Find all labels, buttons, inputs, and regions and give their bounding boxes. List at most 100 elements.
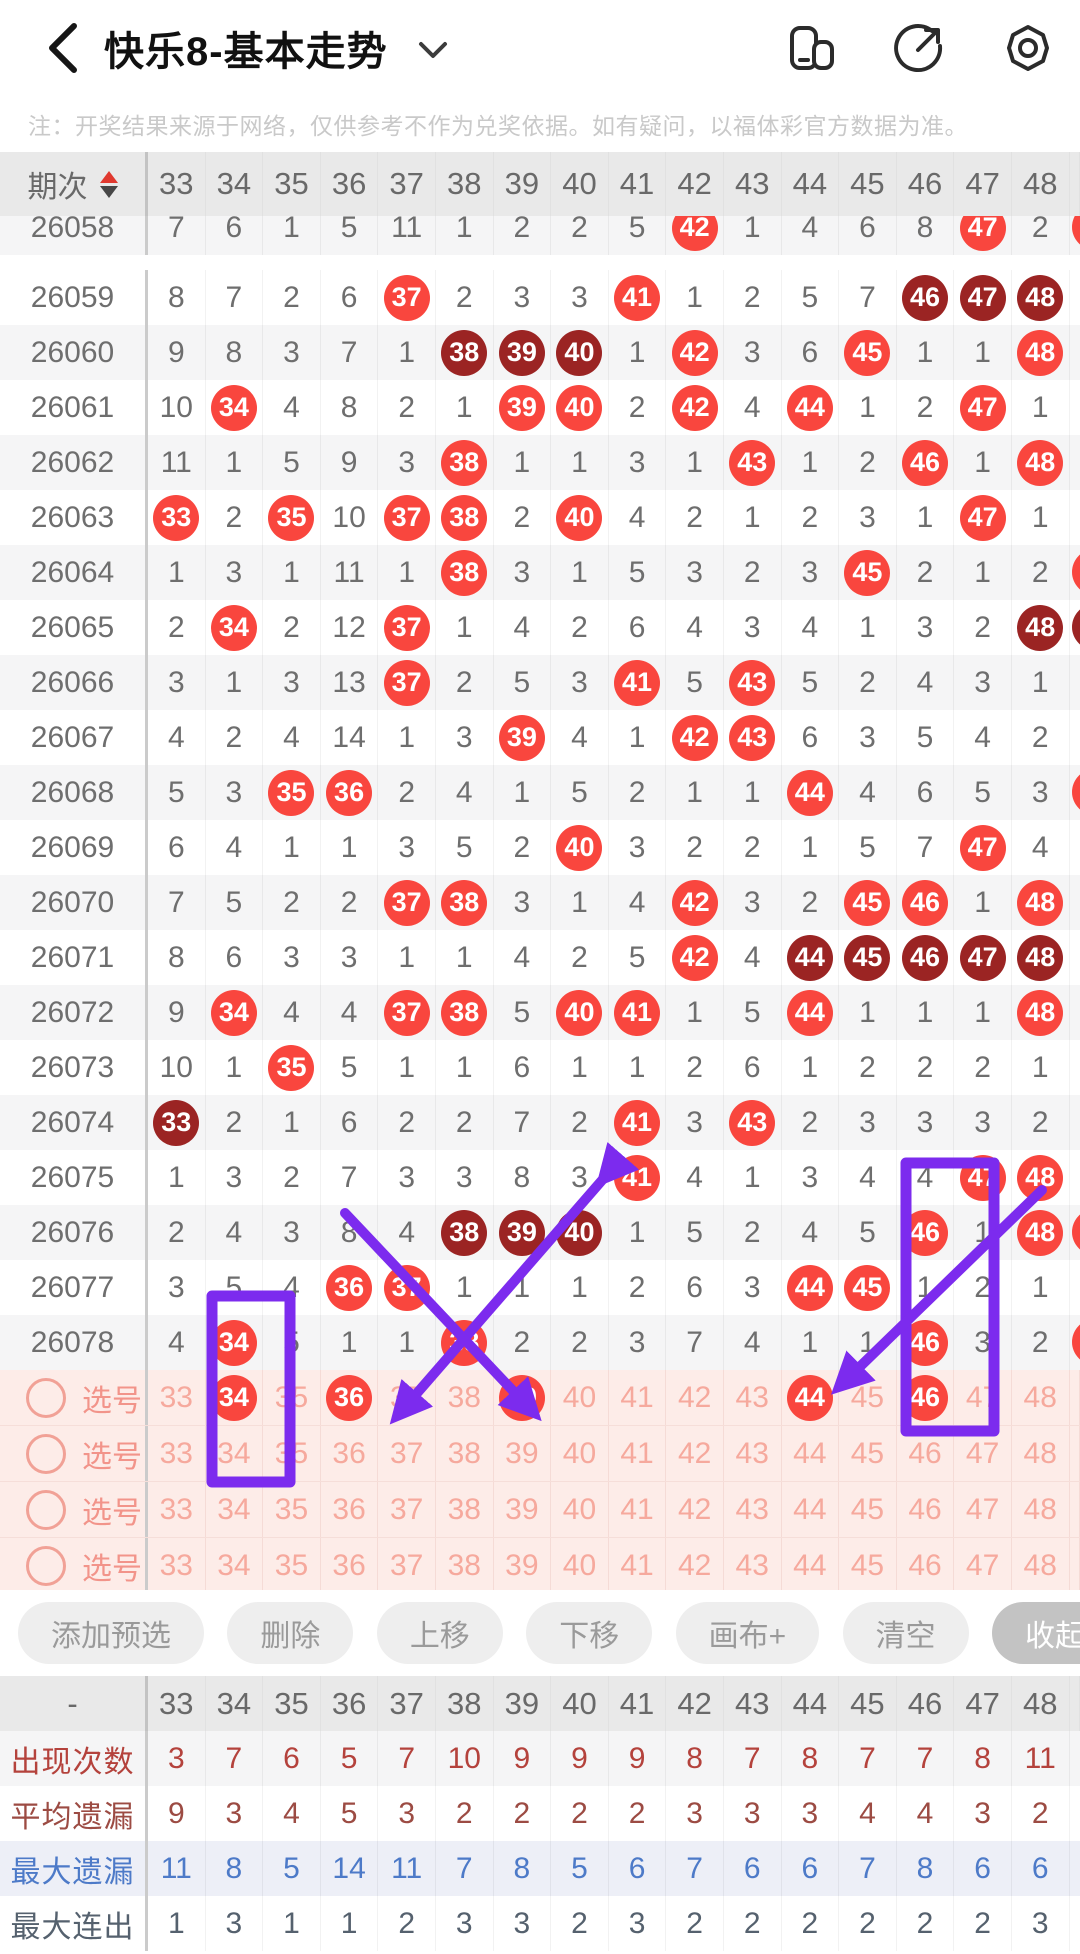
share-button[interactable] <box>894 22 946 74</box>
back-button[interactable] <box>40 18 88 78</box>
trend-cell: 7 <box>897 820 955 875</box>
selection-number-cell[interactable]: 40 <box>551 1482 609 1537</box>
selection-number-cell[interactable]: 47 <box>954 1370 1012 1425</box>
selection-number-cell[interactable]: 39 <box>494 1538 552 1593</box>
selection-number-cell[interactable]: 45 <box>839 1370 897 1425</box>
selection-number-cell[interactable]: 37 <box>378 1426 436 1481</box>
selection-number-cell[interactable]: 43 <box>724 1426 782 1481</box>
selection-number-cell[interactable]: 41 <box>609 1538 667 1593</box>
stats-value-cell: 3 <box>148 1731 206 1786</box>
selection-number-cell[interactable]: 44 <box>782 1538 840 1593</box>
selection-number-cell[interactable]: 40 <box>551 1426 609 1481</box>
title-dropdown[interactable] <box>416 38 450 67</box>
selection-radio[interactable] <box>26 1377 66 1418</box>
selection-number-cell[interactable]: 33 <box>148 1482 206 1537</box>
selection-number-cell[interactable]: 38 <box>436 1538 494 1593</box>
selection-number-cell[interactable]: 43 <box>724 1538 782 1593</box>
selection-number-cell[interactable]: 47 <box>954 1482 1012 1537</box>
selection-number-cell[interactable]: 44 <box>782 1370 840 1425</box>
period-sort[interactable]: 期次 <box>0 152 148 216</box>
toolbar-button-上移[interactable]: 上移 <box>376 1602 503 1664</box>
selection-number-cell[interactable]: 42 <box>666 1538 724 1593</box>
selection-number-cell[interactable]: 47 <box>954 1426 1012 1481</box>
selection-number-cell[interactable]: 36 <box>321 1370 379 1425</box>
selection-number-cell[interactable]: 48 <box>1012 1426 1070 1481</box>
trend-cell: 41 <box>609 270 667 325</box>
selection-number-cell[interactable]: 39 <box>494 1370 552 1425</box>
selection-number-cell[interactable]: 33 <box>148 1370 206 1425</box>
toolbar-button-收起[interactable]: 收起 <box>991 1602 1080 1664</box>
selection-number-cell[interactable]: 35 <box>263 1426 321 1481</box>
selection-number-cell[interactable]: 33 <box>148 1538 206 1593</box>
selection-number-cell[interactable]: 40 <box>551 1370 609 1425</box>
drawn-number-circle: 37 <box>383 879 430 926</box>
selected-number-circle: 39 <box>498 1374 545 1421</box>
selection-number-cell[interactable]: 39 <box>494 1426 552 1481</box>
selection-number-cell[interactable]: 42 <box>666 1482 724 1537</box>
selection-number-cell[interactable]: 44 <box>782 1426 840 1481</box>
selection-number-cell[interactable]: 43 <box>724 1370 782 1425</box>
settings-button[interactable] <box>1002 22 1054 74</box>
trend-cell: 42 <box>666 875 724 930</box>
trend-cell: 6 <box>782 325 840 380</box>
trend-cell: 3 <box>206 545 264 600</box>
selection-number-cell[interactable]: 34 <box>206 1482 264 1537</box>
trend-cell: 14 <box>321 710 379 765</box>
toolbar-button-清空[interactable]: 清空 <box>842 1602 969 1664</box>
selection-radio[interactable] <box>26 1489 66 1530</box>
selection-number-cell[interactable]: 41 <box>609 1482 667 1537</box>
selection-number-cell[interactable]: 47 <box>954 1538 1012 1593</box>
selection-number-cell[interactable]: 36 <box>321 1426 379 1481</box>
selection-radio[interactable] <box>26 1545 66 1586</box>
selection-number-cell[interactable]: 45 <box>839 1482 897 1537</box>
stats-value-cell: 3 <box>206 1896 264 1951</box>
selection-number-cell[interactable]: 42 <box>666 1426 724 1481</box>
toolbar-button-删除[interactable]: 删除 <box>227 1602 354 1664</box>
selection-number-cell[interactable]: 35 <box>263 1538 321 1593</box>
selection-number-cell[interactable]: 36 <box>321 1538 379 1593</box>
selection-number-cell[interactable]: 48 <box>1012 1538 1070 1593</box>
trend-cell: 40 <box>551 1205 609 1260</box>
selection-number-cell[interactable]: 38 <box>436 1426 494 1481</box>
selection-number-cell[interactable]: 34 <box>206 1538 264 1593</box>
selection-number-cell[interactable]: 34 <box>206 1426 264 1481</box>
selection-number-cell[interactable]: 38 <box>436 1370 494 1425</box>
selection-number-cell[interactable]: 45 <box>839 1538 897 1593</box>
trend-cell: 3 <box>666 1095 724 1150</box>
partial-circle-49 <box>1071 769 1080 815</box>
selection-number-cell[interactable]: 33 <box>148 1426 206 1481</box>
trend-cell: 1 <box>1012 655 1070 710</box>
toolbar-button-添加预选[interactable]: 添加预选 <box>18 1602 204 1664</box>
selection-number-cell[interactable]: 44 <box>782 1482 840 1537</box>
selection-number-cell[interactable]: 48 <box>1012 1482 1070 1537</box>
selection-number-cell[interactable]: 37 <box>378 1370 436 1425</box>
selection-number-cell[interactable]: 37 <box>378 1538 436 1593</box>
trend-cell: 42 <box>666 325 724 380</box>
trend-cell: 5 <box>148 765 206 820</box>
selection-number-cell[interactable]: 36 <box>321 1482 379 1537</box>
selection-number-cell[interactable]: 41 <box>609 1370 667 1425</box>
selection-number-cell[interactable]: 46 <box>897 1538 955 1593</box>
selection-number-cell[interactable]: 40 <box>551 1538 609 1593</box>
selection-number-cell[interactable]: 35 <box>263 1482 321 1537</box>
trend-cell: 2 <box>666 490 724 545</box>
selection-number-cell[interactable]: 46 <box>897 1426 955 1481</box>
floating-window-button[interactable] <box>786 22 838 74</box>
selection-number-cell[interactable]: 45 <box>839 1426 897 1481</box>
selection-radio[interactable] <box>26 1433 66 1474</box>
selection-number-cell[interactable]: 38 <box>436 1482 494 1537</box>
selection-number-cell[interactable]: 35 <box>263 1370 321 1425</box>
selection-number-cell[interactable]: 37 <box>378 1482 436 1537</box>
selection-number-cell[interactable]: 34 <box>206 1370 264 1425</box>
selection-number-cell[interactable]: 46 <box>897 1482 955 1537</box>
selection-number-cell[interactable]: 43 <box>724 1482 782 1537</box>
selection-number-cell[interactable]: 42 <box>666 1370 724 1425</box>
selection-number-cell[interactable]: 39 <box>494 1482 552 1537</box>
trend-cell: 1 <box>782 820 840 875</box>
selection-number-cell[interactable]: 48 <box>1012 1370 1070 1425</box>
toolbar-button-下移[interactable]: 下移 <box>526 1602 653 1664</box>
trend-cell: 1 <box>666 435 724 490</box>
toolbar-button-画布+[interactable]: 画布+ <box>675 1602 820 1664</box>
selection-number-cell[interactable]: 41 <box>609 1426 667 1481</box>
selection-number-cell[interactable]: 46 <box>897 1370 955 1425</box>
